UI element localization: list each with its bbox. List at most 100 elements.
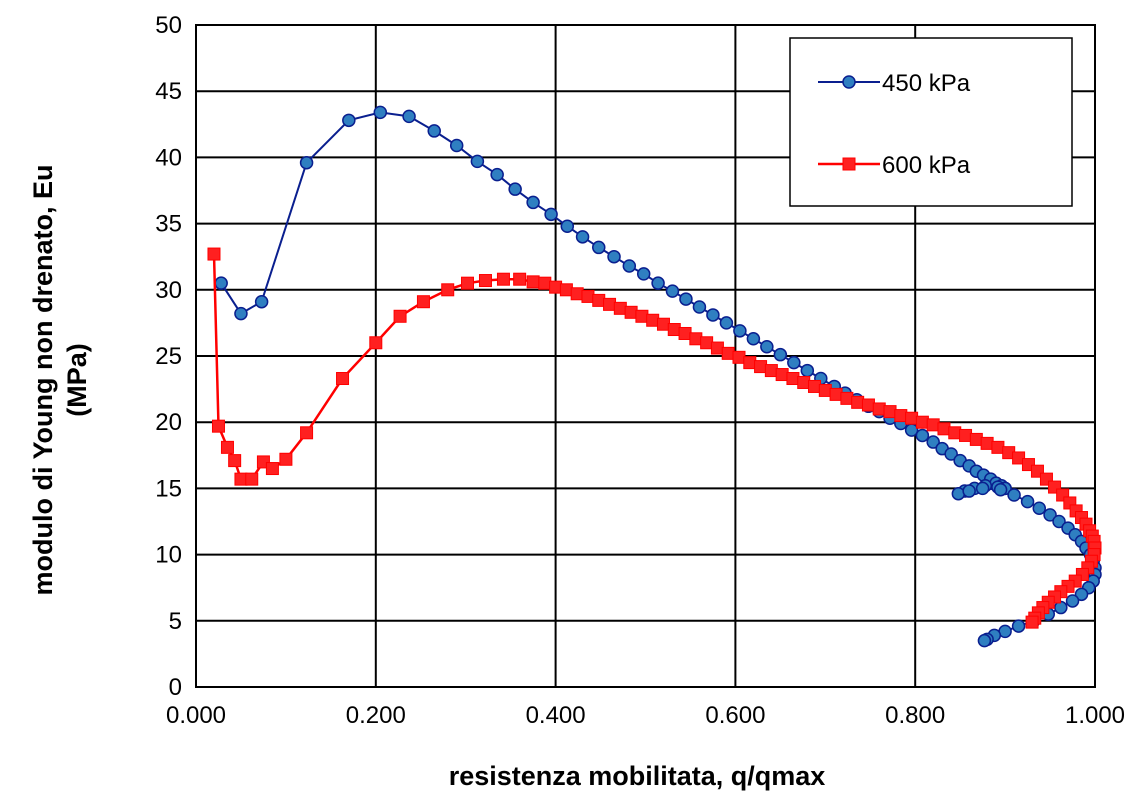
- data-point-450-kpa: [760, 339, 774, 354]
- data-point-600-kpa: [959, 428, 973, 442]
- y-tick-label: 5: [169, 608, 182, 635]
- x-tick-label: 0.400: [526, 702, 586, 729]
- data-point-600-kpa: [559, 283, 573, 297]
- data-point-600-kpa: [764, 364, 778, 378]
- legend-marker-600-kpa: [842, 157, 856, 171]
- data-point-600-kpa: [549, 280, 563, 294]
- x-axis-title: resistenza mobilitata, q/qmax: [449, 761, 826, 791]
- legend: 450 kPa 600 kPa: [789, 37, 1073, 207]
- x-axis-tick-labels: 0.000 0.200 0.400 0.600 0.800 1.000: [166, 702, 1125, 729]
- data-point-450-kpa: [915, 428, 930, 443]
- x-tick-label: 0.800: [885, 702, 945, 729]
- data-point-600-kpa: [894, 409, 908, 423]
- legend-box: [789, 37, 1073, 207]
- data-point-450-kpa: [544, 207, 558, 222]
- data-point-600-kpa: [460, 276, 474, 290]
- plot-border: [195, 24, 1096, 688]
- data-point-450-kpa: [526, 195, 540, 210]
- data-point-450-kpa: [470, 154, 485, 169]
- y-axis-title-line-1: modulo di Young non drenato, Eu: [28, 165, 58, 596]
- legend-marker-450-kpa: [842, 75, 856, 89]
- data-point-600-kpa: [915, 415, 929, 429]
- y-tick-label: 0: [169, 674, 182, 701]
- data-point-450-kpa: [944, 447, 958, 461]
- data-point-450-kpa: [1065, 594, 1080, 608]
- data-point-450-kpa: [1043, 508, 1057, 522]
- x-tick-label: 0.200: [346, 702, 406, 729]
- legend-label-600-kpa: 600 kPa: [882, 152, 971, 179]
- data-point-600-kpa: [883, 405, 897, 419]
- data-point-600-kpa: [496, 272, 510, 286]
- data-point-600-kpa: [926, 418, 940, 432]
- data-point-450-kpa: [373, 105, 388, 120]
- data-point-600-kpa: [369, 336, 383, 350]
- data-point-600-kpa: [635, 309, 649, 323]
- plot-area: [195, 24, 1096, 688]
- data-point-600-kpa: [570, 287, 584, 301]
- data-point-600-kpa: [678, 326, 692, 340]
- data-point-450-kpa: [800, 363, 815, 378]
- data-point-600-kpa: [513, 272, 527, 286]
- data-point-600-kpa: [840, 391, 854, 405]
- data-point-450-kpa: [402, 109, 416, 124]
- y-tick-label: 25: [155, 343, 182, 370]
- data-point-450-kpa: [665, 284, 680, 298]
- y-tick-label: 50: [155, 12, 182, 39]
- y-axis-tick-labels: 0 5 10 15 20 25 30 35 40 45 50: [155, 12, 182, 701]
- data-point-600-kpa: [754, 360, 768, 374]
- data-point-450-kpa: [679, 292, 693, 306]
- data-point-600-kpa: [603, 297, 617, 311]
- data-point-450-kpa: [733, 324, 747, 338]
- data-point-600-kpa: [1025, 615, 1039, 629]
- x-tick-label: 1.000: [1065, 702, 1125, 729]
- data-point-600-kpa: [441, 283, 455, 297]
- data-point-450-kpa: [1020, 494, 1035, 509]
- data-point-600-kpa: [245, 472, 259, 486]
- data-point-450-kpa: [1007, 488, 1021, 502]
- data-point-600-kpa: [300, 426, 314, 440]
- x-tick-label: 0.600: [705, 702, 765, 729]
- data-point-600-kpa: [526, 275, 540, 289]
- data-point-600-kpa: [393, 309, 407, 323]
- data-point-450-kpa: [719, 316, 734, 330]
- data-point-450-kpa: [342, 113, 356, 128]
- data-point-600-kpa: [829, 387, 843, 401]
- legend-item-450-kpa: 450 kPa: [818, 70, 971, 97]
- data-point-450-kpa: [975, 481, 990, 496]
- series-600-kpa: [207, 247, 1102, 629]
- data-point-600-kpa: [797, 375, 811, 389]
- data-point-600-kpa: [980, 436, 994, 450]
- data-point-450-kpa: [787, 355, 801, 370]
- y-axis-title-line-2: (MPa): [62, 343, 92, 417]
- y-tick-label: 30: [155, 277, 182, 304]
- data-point-600-kpa: [818, 383, 832, 397]
- series-450-kpa: [214, 105, 1102, 648]
- data-point-450-kpa: [1032, 501, 1047, 516]
- y-tick-label: 10: [155, 542, 182, 569]
- data-point-450-kpa: [575, 230, 590, 244]
- data-point-450-kpa: [706, 308, 720, 322]
- data-point-450-kpa: [1052, 514, 1066, 529]
- data-point-450-kpa: [1074, 587, 1089, 602]
- data-point-450-kpa: [993, 482, 1008, 497]
- data-point-600-kpa: [613, 301, 627, 315]
- data-point-600-kpa: [991, 440, 1005, 454]
- data-point-600-kpa: [667, 323, 681, 337]
- y-tick-label: 15: [155, 475, 182, 502]
- data-point-450-kpa: [449, 138, 464, 153]
- data-point-450-kpa: [254, 294, 269, 309]
- data-point-600-kpa: [948, 426, 962, 440]
- y-tick-label: 35: [155, 211, 182, 238]
- y-axis-title: modulo di Young non drenato, Eu (MPa): [28, 165, 92, 596]
- data-point-450-kpa: [234, 306, 248, 321]
- data-point-600-kpa: [905, 411, 919, 425]
- data-point-450-kpa: [1011, 619, 1026, 633]
- data-point-600-kpa: [743, 356, 757, 370]
- data-point-450-kpa: [490, 167, 504, 182]
- data-point-600-kpa: [581, 289, 595, 303]
- data-point-600-kpa: [478, 274, 492, 288]
- data-point-600-kpa: [336, 372, 350, 386]
- data-point-600-kpa: [228, 454, 242, 468]
- data-point-450-kpa: [977, 633, 992, 648]
